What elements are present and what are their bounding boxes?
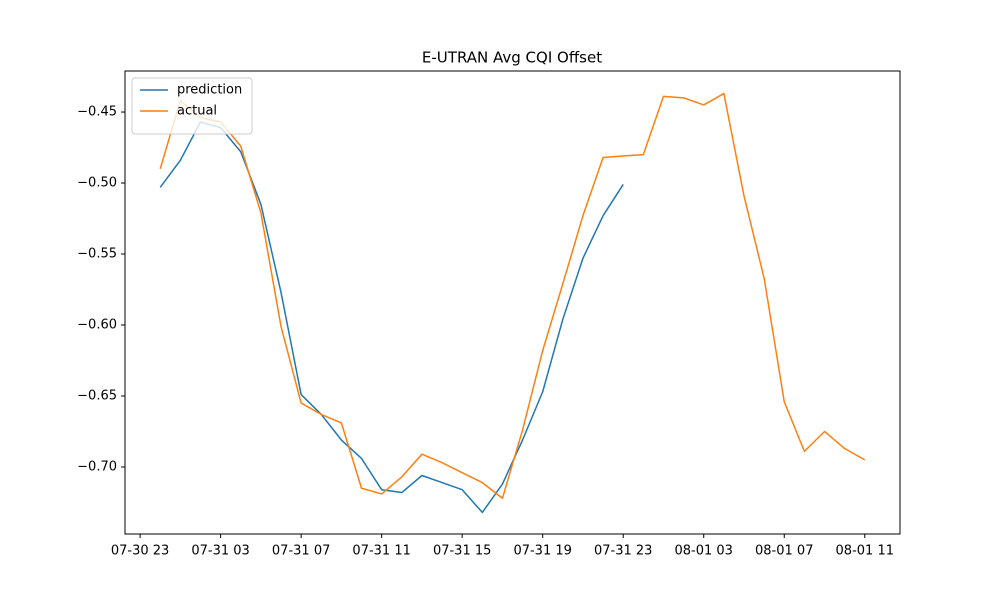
x-tick-label: 07-31 23 [594, 544, 652, 559]
x-tick-label: 07-31 19 [513, 544, 571, 559]
legend-label: actual [177, 104, 217, 119]
x-tick-label: 08-01 03 [675, 544, 733, 559]
x-tick-label: 07-31 03 [191, 544, 249, 559]
plot-frame [124, 70, 901, 535]
line-series [159, 92, 866, 499]
x-tick-label: 07-30 23 [111, 544, 169, 559]
x-tick-label: 07-31 15 [433, 544, 491, 559]
x-tick-label: 07-31 07 [272, 544, 330, 559]
chart-title: E-UTRAN Avg CQI Offset [422, 49, 602, 67]
y-tick-label: −0.50 [77, 176, 117, 191]
x-tick-label: 08-01 11 [836, 544, 894, 559]
x-tick-label: 08-01 07 [755, 544, 813, 559]
legend: prediction actual [131, 77, 253, 135]
y-tick-label: −0.65 [77, 388, 117, 403]
y-tick-label: −0.60 [77, 318, 117, 333]
y-tick-label: −0.70 [77, 459, 117, 474]
x-tick-label: 07-31 11 [352, 544, 410, 559]
line-series [159, 121, 624, 514]
legend-box [131, 77, 253, 135]
y-tick-label: −0.45 [77, 105, 117, 120]
legend-label: prediction [177, 83, 242, 98]
y-tick-label: −0.55 [77, 247, 117, 262]
